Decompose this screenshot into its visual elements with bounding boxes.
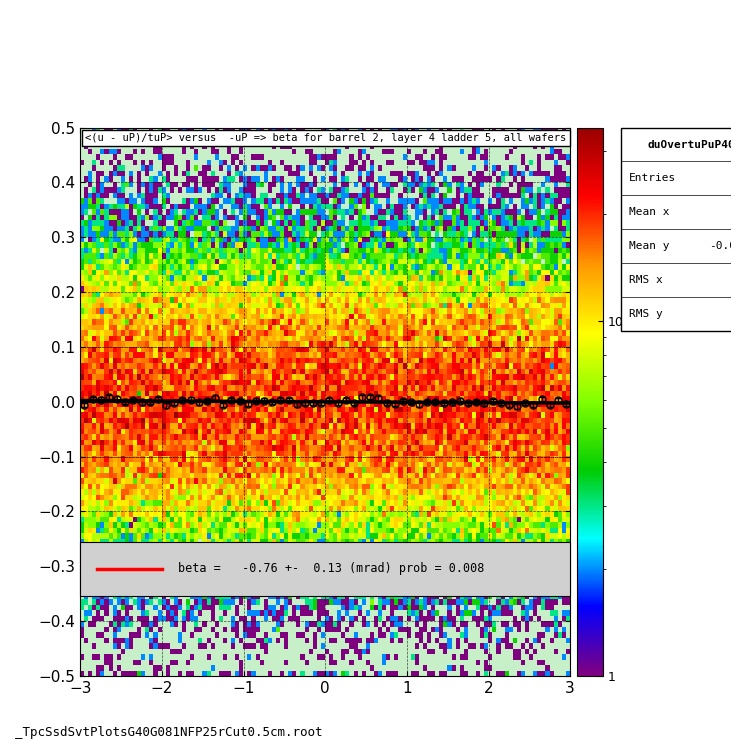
Text: RMS x: RMS x (629, 275, 663, 285)
Text: duOvertuPuP4005: duOvertuPuP4005 (648, 140, 731, 149)
Text: beta =   -0.76 +-  0.13 (mrad) prob = 0.008: beta = -0.76 +- 0.13 (mrad) prob = 0.008 (178, 562, 485, 575)
Text: Mean x: Mean x (629, 207, 670, 217)
Text: 0.1628: 0.1628 (730, 309, 731, 318)
Bar (80, 541, 570, 596)
Text: -0.006652: -0.006652 (710, 241, 731, 251)
Text: Entries: Entries (629, 173, 676, 183)
Text: _TpcSsdSvtPlotsG40G081NFP25rCut0.5cm.root: _TpcSsdSvtPlotsG40G081NFP25rCut0.5cm.roo… (15, 726, 322, 739)
Text: 0.2608: 0.2608 (730, 207, 731, 217)
Text: RMS y: RMS y (629, 309, 663, 318)
Text: Mean y: Mean y (629, 241, 670, 251)
Text: <(u - uP)/tuP> versus  -uP => beta for barrel 2, layer 4 ladder 5, all wafers: <(u - uP)/tuP> versus -uP => beta for ba… (86, 133, 567, 143)
